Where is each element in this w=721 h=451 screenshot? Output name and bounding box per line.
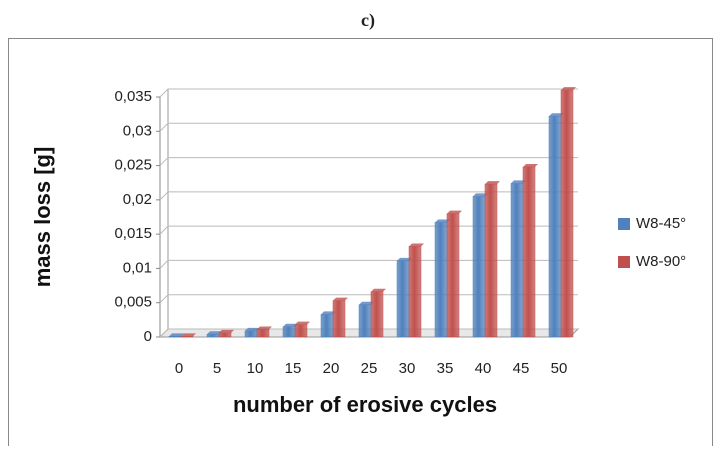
bar xyxy=(370,291,384,338)
bar xyxy=(522,166,536,338)
bar-top xyxy=(447,210,462,214)
y-axis-label: mass loss [g] xyxy=(30,147,55,288)
grid-line xyxy=(159,88,578,98)
bar-top xyxy=(283,323,298,327)
bar xyxy=(472,196,486,338)
x-tick-label: 30 xyxy=(399,360,416,377)
bar-top xyxy=(511,180,526,184)
grid-line xyxy=(159,122,578,132)
bar-top xyxy=(371,288,386,292)
x-tick-label: 25 xyxy=(361,360,378,377)
bar xyxy=(332,300,346,338)
bar xyxy=(548,115,562,338)
bar-top xyxy=(257,326,272,330)
bar xyxy=(446,213,460,338)
x-tick-label: 5 xyxy=(213,360,221,377)
y-tick-label: 0,015 xyxy=(114,225,152,242)
bar-top xyxy=(333,297,348,301)
bar-top xyxy=(295,321,310,325)
bar-top xyxy=(207,331,222,335)
chart-title: c) xyxy=(361,10,375,31)
bar-top xyxy=(219,329,234,333)
bar-top xyxy=(321,311,336,315)
bar xyxy=(256,329,270,338)
bar-top xyxy=(409,243,424,247)
bar xyxy=(320,314,334,338)
y-tick-label: 0,02 xyxy=(123,191,152,208)
x-tick-label: 35 xyxy=(437,360,454,377)
bar xyxy=(408,246,422,338)
bar-top xyxy=(169,333,184,337)
x-tick-label: 50 xyxy=(551,360,568,377)
y-tick-label: 0 xyxy=(144,328,152,345)
bar-top xyxy=(561,87,576,91)
bar-top xyxy=(245,327,260,331)
bar-top xyxy=(181,333,196,337)
x-tick-label: 45 xyxy=(513,360,530,377)
bar xyxy=(180,336,194,338)
bar-top xyxy=(435,219,450,223)
x-axis-label: number of erosive cycles xyxy=(233,392,497,417)
bar xyxy=(358,304,372,338)
bar xyxy=(218,332,232,338)
y-tick-label: 0,025 xyxy=(114,157,152,174)
x-tick-label: 40 xyxy=(475,360,492,377)
legend-label: W8-45° xyxy=(636,215,686,232)
x-tick-label: 20 xyxy=(323,360,340,377)
bar xyxy=(168,336,182,338)
y-tick-label: 0,03 xyxy=(123,122,152,139)
legend-label: W8-90° xyxy=(636,253,686,270)
bar-top xyxy=(485,181,500,185)
bar xyxy=(484,183,498,338)
y-tick-label: 0,035 xyxy=(114,88,152,105)
legend-swatch xyxy=(618,218,630,230)
grid-line xyxy=(159,191,578,201)
x-tick-label: 0 xyxy=(175,360,183,377)
bar xyxy=(396,260,410,338)
grid-line xyxy=(159,157,578,166)
x-tick-label: 10 xyxy=(247,360,264,377)
bar xyxy=(282,326,296,338)
bar xyxy=(510,183,524,338)
bar-top xyxy=(549,113,564,117)
bar-top xyxy=(523,163,538,167)
bar xyxy=(244,330,258,338)
bar xyxy=(294,324,308,338)
y-tick-label: 0,01 xyxy=(123,259,152,276)
bar xyxy=(434,222,448,338)
bar-top xyxy=(473,193,488,197)
y-tick-label: 0,005 xyxy=(114,294,152,311)
chart-frame xyxy=(8,38,713,451)
bar xyxy=(560,89,574,338)
bar-top xyxy=(397,257,412,261)
legend-swatch xyxy=(618,256,630,268)
bar-top xyxy=(359,301,374,305)
bar xyxy=(206,334,220,338)
x-tick-label: 15 xyxy=(285,360,302,377)
